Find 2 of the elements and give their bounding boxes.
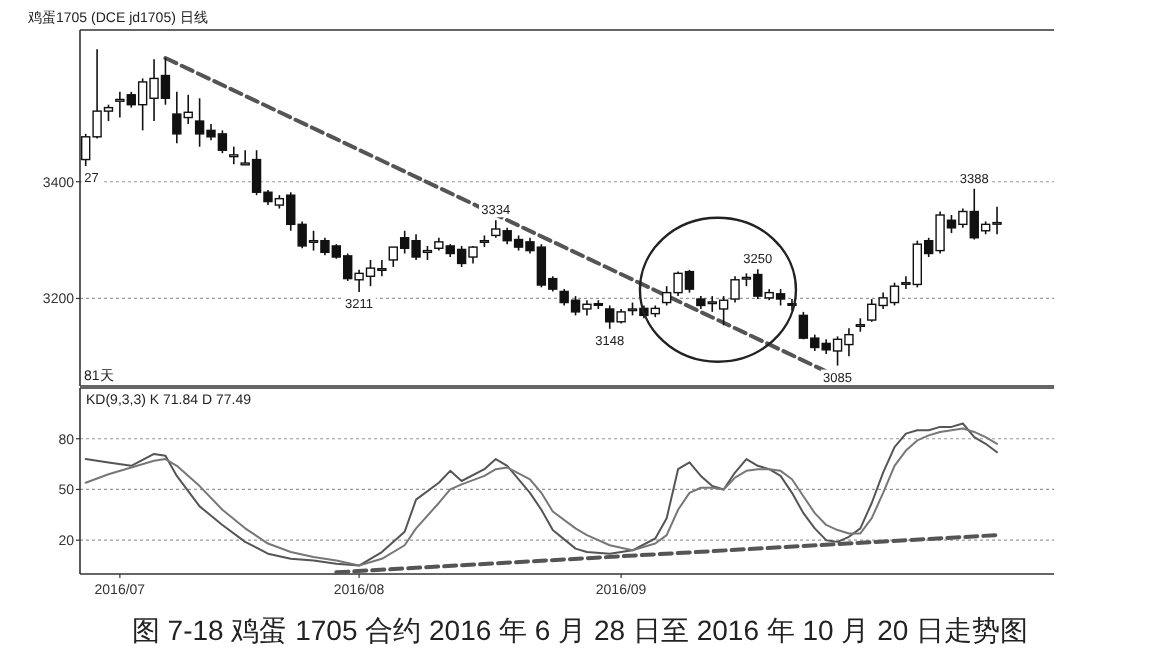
caption: 图 7-18 鸡蛋 1705 合约 2016 年 6 月 28 日至 2016 年 10 月 20 日走势图	[131, 614, 1029, 646]
candlestick	[229, 145, 239, 166]
